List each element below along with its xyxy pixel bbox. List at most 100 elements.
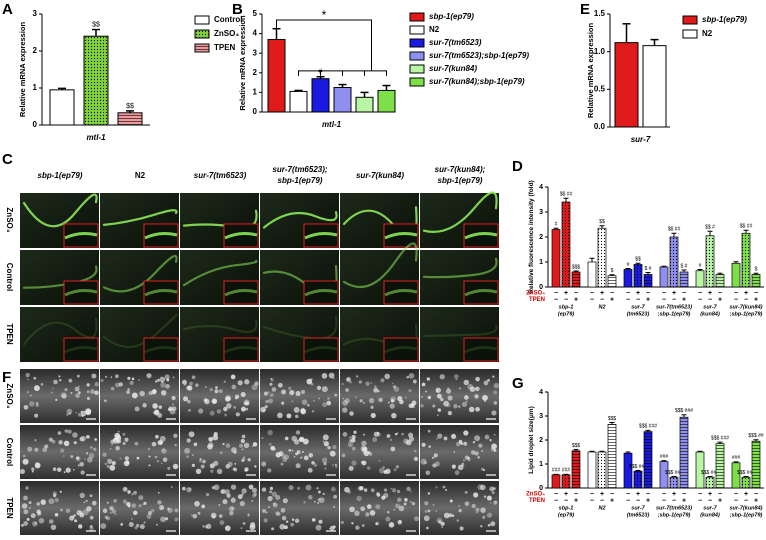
lipid-droplet bbox=[225, 396, 231, 402]
lipid-droplet bbox=[391, 412, 397, 419]
lipid-droplet bbox=[262, 509, 266, 513]
lipid-droplet bbox=[376, 493, 381, 497]
lipid-droplet bbox=[351, 446, 356, 451]
lipid-droplet bbox=[167, 507, 171, 511]
lipid-droplet bbox=[435, 387, 441, 393]
treatment-sign: + bbox=[754, 497, 758, 504]
lipid-droplet bbox=[195, 468, 202, 475]
group-label: sur-7(kun84) bbox=[729, 505, 762, 511]
treatment-sign: − bbox=[672, 497, 676, 504]
lipid-droplet bbox=[472, 441, 476, 444]
error-bar bbox=[126, 110, 134, 113]
error-bar bbox=[272, 27, 281, 40]
lipid-droplet bbox=[244, 467, 249, 472]
lipid-droplet bbox=[303, 455, 309, 461]
lipid-droplet bbox=[55, 398, 58, 402]
group-label: (kun84) bbox=[700, 311, 720, 317]
error-bar bbox=[671, 232, 677, 237]
y-tick-label: 4 bbox=[539, 184, 543, 191]
lipid-droplet bbox=[381, 495, 386, 500]
lipid-droplet bbox=[324, 467, 327, 470]
lipid-droplet bbox=[91, 373, 97, 379]
lipid-droplet bbox=[159, 376, 166, 383]
lipid-droplet bbox=[252, 442, 258, 447]
lipid-droplet bbox=[188, 431, 195, 438]
lipid-droplet bbox=[291, 518, 295, 521]
bar-annotation: $$$ bbox=[608, 416, 617, 422]
lipid-droplet bbox=[341, 453, 346, 458]
lipid-droplet bbox=[48, 437, 53, 442]
group-label: ;sbp-1(ep79) bbox=[658, 512, 691, 518]
lipid-droplet bbox=[218, 514, 223, 518]
error-bar bbox=[382, 84, 391, 91]
lipid-droplet bbox=[94, 438, 98, 441]
bar-annotation: $$$ ### bbox=[737, 470, 755, 476]
lipid-droplet bbox=[116, 440, 120, 444]
lipid-droplet bbox=[85, 408, 92, 415]
lipid-droplet bbox=[186, 438, 191, 443]
lipid-droplet bbox=[269, 486, 274, 491]
lipid-droplet bbox=[247, 513, 250, 516]
inset-worm bbox=[64, 346, 98, 354]
lipid-droplet bbox=[469, 386, 476, 392]
treatment-label: ZnSO₄ bbox=[526, 492, 545, 498]
lipid-droplet bbox=[157, 491, 160, 494]
lipid-droplet bbox=[224, 525, 231, 532]
lipid-droplet bbox=[19, 469, 25, 475]
lipid-droplet bbox=[86, 506, 92, 512]
lipid-droplet bbox=[391, 382, 394, 385]
x-axis-title: mtl-1 bbox=[322, 120, 342, 129]
lipid-droplet bbox=[152, 411, 156, 414]
lipid-droplet bbox=[230, 374, 236, 380]
lipid-droplet bbox=[183, 396, 189, 402]
error-bar bbox=[338, 83, 347, 88]
bar bbox=[633, 264, 643, 288]
lipid-droplet bbox=[458, 505, 460, 507]
panel-label: A bbox=[2, 1, 13, 18]
lipid-droplet bbox=[138, 504, 142, 508]
lipid-droplet bbox=[483, 495, 487, 499]
lipid-droplet bbox=[373, 387, 379, 393]
lipid-droplet bbox=[322, 492, 325, 495]
lipid-droplet bbox=[288, 386, 292, 390]
lipid-droplet bbox=[288, 485, 294, 491]
lipid-droplet bbox=[281, 389, 287, 395]
bar bbox=[561, 474, 571, 489]
lipid-droplet bbox=[143, 501, 147, 505]
lipid-droplet bbox=[251, 445, 254, 448]
lipid-droplet bbox=[474, 435, 481, 442]
error-bar bbox=[625, 268, 631, 270]
lipid-droplet bbox=[265, 511, 268, 514]
bar bbox=[623, 452, 633, 489]
treatment-sign: − bbox=[590, 296, 594, 303]
lipid-droplet bbox=[477, 484, 484, 491]
lipid-droplet bbox=[34, 413, 39, 418]
lipid-droplet bbox=[441, 526, 444, 528]
group-label: sbp-1 bbox=[559, 505, 574, 511]
lipid-droplet bbox=[397, 497, 402, 503]
micrograph bbox=[420, 425, 499, 479]
lipid-droplet bbox=[428, 445, 431, 448]
lipid-droplet bbox=[76, 510, 82, 516]
lipid-droplet bbox=[162, 448, 165, 451]
lipid-droplet bbox=[370, 412, 376, 419]
lipid-droplet bbox=[436, 414, 439, 417]
lipid-droplet bbox=[199, 457, 202, 461]
legend-label: sur-7(tm6523) bbox=[429, 38, 482, 47]
lipid-droplet bbox=[464, 455, 469, 460]
lipid-droplet bbox=[423, 461, 427, 465]
inset-worm bbox=[464, 289, 498, 297]
lipid-droplet bbox=[195, 383, 199, 387]
lipid-droplet bbox=[205, 493, 210, 497]
lipid-droplet bbox=[347, 441, 353, 448]
inset-box bbox=[303, 223, 339, 248]
lipid-droplet bbox=[425, 390, 428, 393]
inset-box bbox=[463, 223, 499, 248]
lipid-droplet bbox=[167, 466, 171, 470]
lipid-droplet bbox=[281, 453, 287, 459]
error-bar bbox=[717, 272, 723, 275]
lipid-droplet bbox=[131, 503, 136, 508]
lipid-droplet bbox=[29, 401, 35, 407]
lipid-droplet bbox=[349, 411, 354, 416]
